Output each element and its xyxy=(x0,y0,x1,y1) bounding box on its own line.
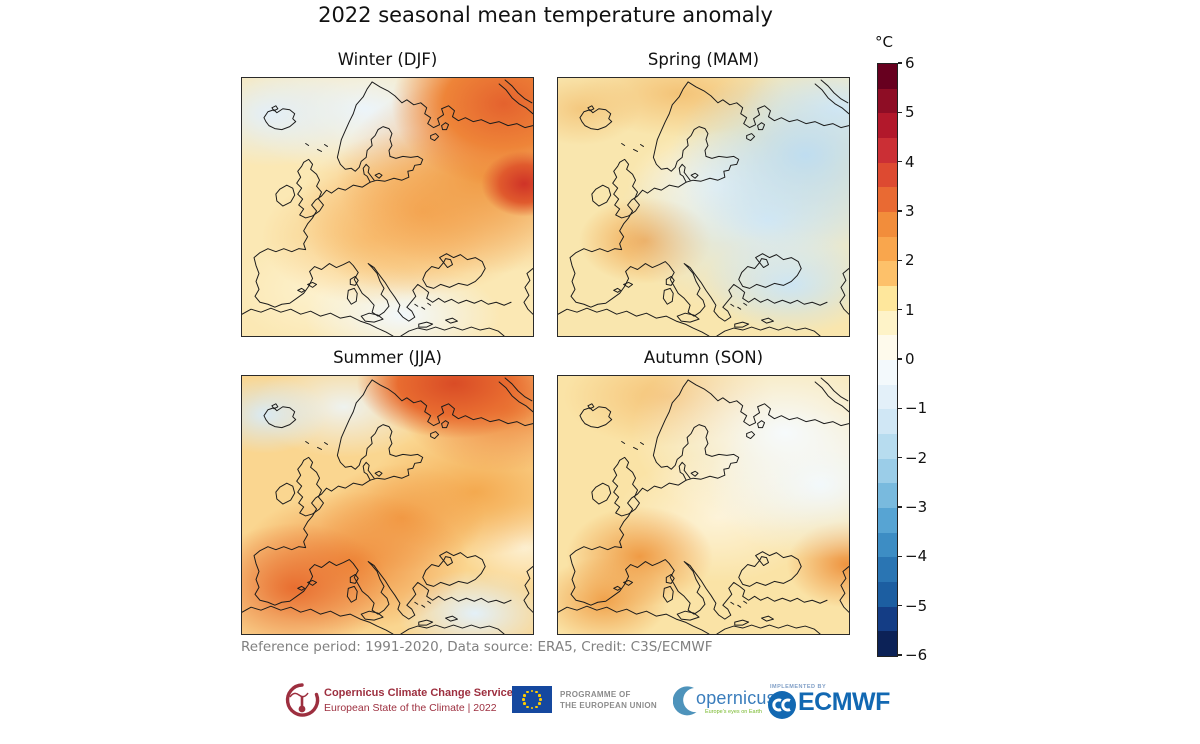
colorbar-tickmark xyxy=(898,456,902,459)
map-panel-autumn xyxy=(557,375,850,635)
colorbar-ticklabel: 2 xyxy=(905,251,915,270)
panel-title-summer: Summer (JJA) xyxy=(333,348,442,367)
europe-coastline xyxy=(558,377,849,634)
colorbar-segment xyxy=(878,483,897,509)
eu-flag-star xyxy=(538,693,541,697)
map-panel-winter xyxy=(241,77,534,337)
colorbar-tickmark xyxy=(898,604,902,607)
colorbar-unit-label: °C xyxy=(875,33,893,51)
colorbar-segment xyxy=(878,557,897,583)
colorbar-segment xyxy=(878,64,897,89)
colorbar-ticklabel: −1 xyxy=(905,399,928,418)
colorbar-segment xyxy=(878,113,897,139)
colorbar-tickmark xyxy=(898,358,902,360)
colorbar-tickmark xyxy=(898,210,902,212)
europe-coastline xyxy=(242,377,533,634)
eu-flag-star xyxy=(526,690,530,694)
panel-title-winter: Winter (DJF) xyxy=(337,50,438,69)
colorbar-segment xyxy=(878,508,897,533)
ecmwf-wordmark: ECMWF xyxy=(798,688,890,716)
eu-flag-icon xyxy=(512,686,552,713)
panel-title-spring: Spring (MAM) xyxy=(647,50,760,69)
colorbar-tickmark xyxy=(898,259,902,262)
colorbar-segment xyxy=(878,162,897,188)
colorbar-tickmark xyxy=(898,555,902,558)
eu-flag-star xyxy=(522,698,525,701)
colorbar-ticklabel: 6 xyxy=(905,54,915,72)
colorbar-ticklabel: −5 xyxy=(905,596,928,615)
eu-flag-star xyxy=(530,706,534,710)
reference-footnote: Reference period: 1991-2020, Data source… xyxy=(241,639,713,655)
europe-coastline xyxy=(558,79,849,336)
colorbar-segments xyxy=(878,64,897,657)
colorbar-ticklabel: −6 xyxy=(905,646,928,664)
c3s-logo-icon xyxy=(285,683,320,717)
eu-flag-star xyxy=(539,698,542,701)
eu-programme-text: PROGRAMME OF THE EUROPEAN UNION xyxy=(560,690,657,711)
colorbar xyxy=(877,63,898,657)
colorbar-segment xyxy=(878,212,897,237)
c3s-logo-text: Copernicus Climate Change Service Europe… xyxy=(324,686,513,716)
colorbar-segment xyxy=(878,236,897,262)
eu-flag-star xyxy=(534,705,538,709)
eu-line1: PROGRAMME OF xyxy=(560,690,631,699)
copernicus-tagline: Europe's eyes on Earth xyxy=(704,709,762,715)
colorbar-ticklabel: 1 xyxy=(905,300,915,319)
colorbar-ticklabel: −2 xyxy=(905,448,928,467)
eu-flag-star xyxy=(530,689,534,693)
europe-coastline xyxy=(242,79,533,336)
colorbar-ticklabel: −4 xyxy=(905,547,928,566)
colorbar-tickmark xyxy=(898,62,902,64)
colorbar-segment xyxy=(878,409,897,435)
colorbar-segment xyxy=(878,384,897,410)
ecmwf-logo-icon xyxy=(768,691,796,719)
colorbar-ticklabel: 5 xyxy=(905,103,915,122)
colorbar-segment xyxy=(878,286,897,311)
ecmwf-implemented-by: IMPLEMENTED BY xyxy=(770,684,827,690)
c3s-line1: Copernicus Climate Change Service xyxy=(324,687,513,699)
map-panel-summer xyxy=(241,375,534,635)
colorbar-tickmark xyxy=(898,160,902,163)
panel-title-autumn: Autumn (SON) xyxy=(643,348,764,367)
colorbar-tickmark xyxy=(898,654,902,656)
eu-flag-star xyxy=(538,702,541,706)
colorbar-segment xyxy=(878,138,897,163)
colorbar-tickmark xyxy=(898,506,902,508)
colorbar-segment xyxy=(878,187,897,213)
colorbar-segment xyxy=(878,532,897,558)
colorbar-segment xyxy=(878,360,897,385)
figure-title: 2022 seasonal mean temperature anomaly xyxy=(318,3,773,27)
colorbar-ticklabel: 4 xyxy=(905,152,915,171)
copernicus-wordmark: opernicus xyxy=(696,688,776,708)
copernicus-crescent-icon xyxy=(673,686,697,716)
colorbar-segment xyxy=(878,310,897,336)
colorbar-segment xyxy=(878,434,897,459)
colorbar-segment xyxy=(878,582,897,607)
eu-flag-star xyxy=(523,702,526,706)
colorbar-ticklabel: 3 xyxy=(905,202,915,220)
colorbar-segment xyxy=(878,88,897,114)
colorbar-segment xyxy=(878,261,897,287)
eu-line2: THE EUROPEAN UNION xyxy=(560,700,657,710)
colorbar-tickmark xyxy=(898,111,902,114)
colorbar-tickmark xyxy=(898,407,902,410)
colorbar-tickmark xyxy=(898,308,902,311)
colorbar-ticks: 6 5 4 3 2 1 0 −1 −2 −3 −4 −5 −6 xyxy=(877,54,937,664)
colorbar-ticklabel: 0 xyxy=(905,350,915,368)
c3s-line2: European State of the Climate | 2022 xyxy=(324,702,497,714)
eu-flag-star xyxy=(523,693,526,697)
eu-flag-star xyxy=(526,705,530,709)
map-panel-spring xyxy=(557,77,850,337)
eu-flag-star xyxy=(534,690,538,694)
colorbar-segment xyxy=(878,335,897,361)
colorbar-ticklabel: −3 xyxy=(905,498,928,516)
colorbar-segment xyxy=(878,631,897,657)
colorbar-segment xyxy=(878,606,897,632)
colorbar-segment xyxy=(878,458,897,484)
